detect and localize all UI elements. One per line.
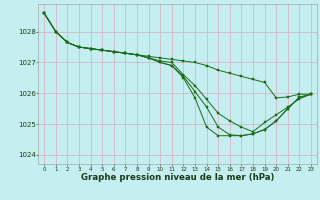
X-axis label: Graphe pression niveau de la mer (hPa): Graphe pression niveau de la mer (hPa) (81, 173, 274, 182)
